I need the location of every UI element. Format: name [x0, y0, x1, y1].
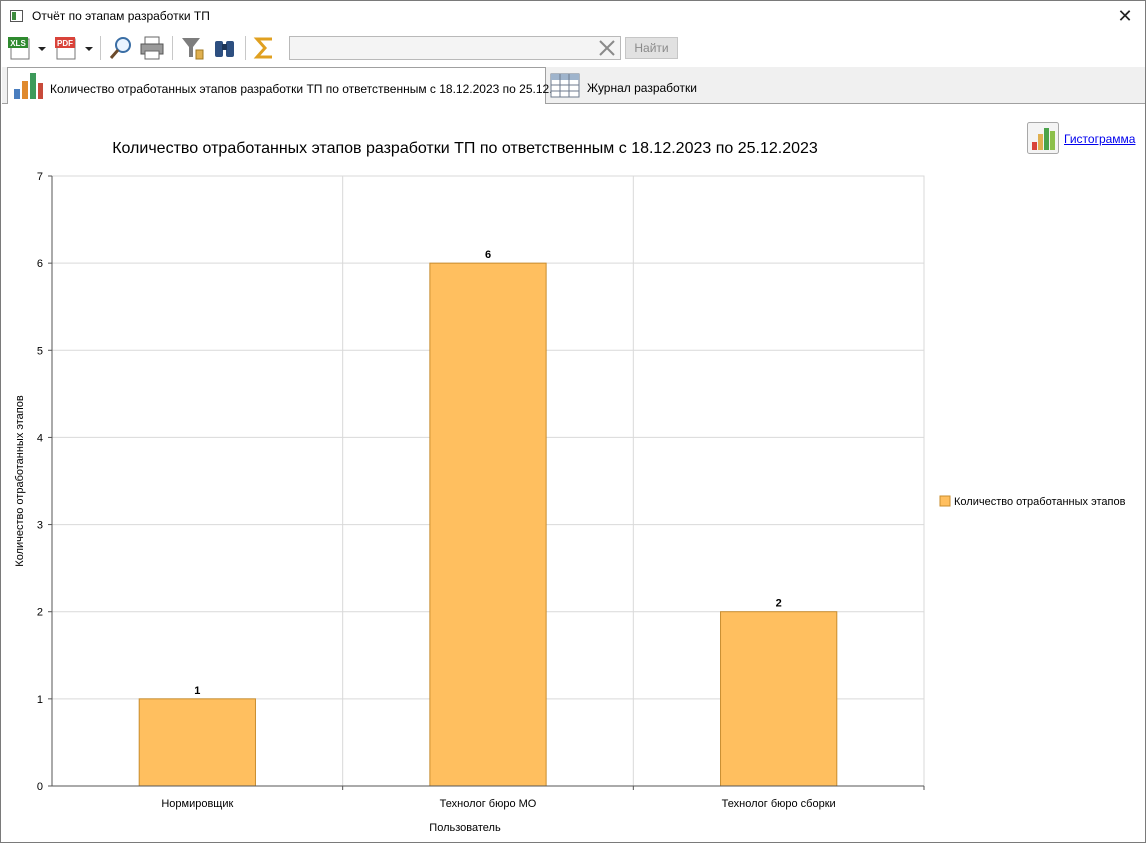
- bar-data-label: 6: [485, 249, 491, 261]
- pdf-dropdown-arrow-icon: [85, 47, 93, 51]
- xls-dropdown-arrow-icon: [38, 47, 46, 51]
- y-tick-label: 1: [37, 694, 43, 706]
- chart-bars: 1 6 2: [138, 249, 838, 787]
- histogram-switch-link[interactable]: Гистограмма: [1027, 121, 1137, 155]
- bar: [720, 611, 838, 787]
- y-tick-label: 5: [37, 345, 43, 357]
- close-button[interactable]: ✕: [1117, 6, 1133, 26]
- tab-journal[interactable]: Журнал разработки: [548, 67, 718, 104]
- x-axis-label: Пользователь: [429, 822, 501, 834]
- bar-data-label: 2: [776, 598, 782, 610]
- find-button[interactable]: Найти: [625, 37, 678, 59]
- bar-chart-icon: [14, 73, 43, 99]
- tab-journal-label: Журнал разработки: [587, 81, 697, 95]
- chart-panel: Количество отработанных этапов разработк…: [2, 104, 1145, 842]
- bar: [138, 698, 256, 787]
- y-tick-label: 6: [37, 258, 43, 270]
- chart-axes: 0 1 2 3 4 5 6 7 Нормировщик Технолог бюро МО Техно…: [37, 171, 925, 810]
- binoculars-icon: [215, 41, 234, 57]
- xls-icon: XLS: [8, 37, 46, 60]
- toolbar: XLS PDF: [1, 32, 1145, 66]
- export-xls-button[interactable]: XLS: [8, 35, 46, 61]
- pdf-icon: PDF: [55, 37, 93, 60]
- y-tick-label: 2: [37, 607, 43, 619]
- clear-search-icon[interactable]: [597, 38, 617, 58]
- x-tick-label: Технолог бюро сборки: [722, 798, 836, 810]
- search-input[interactable]: [292, 39, 592, 57]
- window-title: Отчёт по этапам разработки ТП: [32, 9, 210, 23]
- search-input-container: [289, 36, 621, 60]
- toolbar-separator: [172, 36, 173, 60]
- magnifier-icon: [109, 37, 131, 59]
- filter-icon: [182, 38, 204, 60]
- bar-chart: Количество отработанных этапов разработк…: [14, 140, 1126, 834]
- xls-icon-text: XLS: [10, 39, 26, 48]
- histogram-link-label: Гистограмма: [1064, 132, 1136, 146]
- y-tick-label: 4: [37, 432, 43, 444]
- y-tick-label: 0: [37, 781, 43, 793]
- legend-swatch: [939, 495, 951, 507]
- title-bar: Отчёт по этапам разработки ТП ✕: [1, 1, 1145, 32]
- export-pdf-button[interactable]: PDF: [54, 35, 94, 61]
- bar: [429, 262, 547, 787]
- find-button-icon-only[interactable]: [211, 35, 239, 61]
- x-tick-label: Нормировщик: [161, 798, 233, 810]
- toolbar-separator: [100, 36, 101, 60]
- toolbar-separator: [245, 36, 246, 60]
- sigma-icon: [253, 37, 272, 59]
- y-axis-label: Количество отработанных этапов: [14, 395, 26, 567]
- bar-data-label: 1: [194, 685, 200, 697]
- tab-chart[interactable]: Количество отработанных этапов разработк…: [7, 67, 579, 105]
- tab-strip: Количество отработанных этапов разработк…: [2, 67, 1145, 105]
- chart-legend: Количество отработанных этапов: [939, 495, 1126, 508]
- legend-label: Количество отработанных этапов: [954, 496, 1126, 508]
- x-tick-label: Технолог бюро МО: [440, 798, 537, 810]
- histogram-icon: [1027, 122, 1059, 154]
- chart-title: Количество отработанных этапов разработк…: [112, 140, 818, 157]
- y-tick-label: 7: [37, 171, 43, 183]
- print-button[interactable]: [138, 35, 166, 61]
- pdf-icon-text: PDF: [57, 39, 73, 48]
- preview-button[interactable]: [108, 35, 134, 61]
- app-window-icon: [10, 10, 23, 22]
- sum-button[interactable]: [252, 35, 278, 61]
- filter-button[interactable]: [179, 35, 207, 61]
- y-tick-label: 3: [37, 520, 43, 532]
- table-grid-icon: [550, 73, 580, 98]
- printer-icon: [140, 36, 164, 60]
- tab-chart-label: Количество отработанных этапов разработк…: [50, 82, 580, 96]
